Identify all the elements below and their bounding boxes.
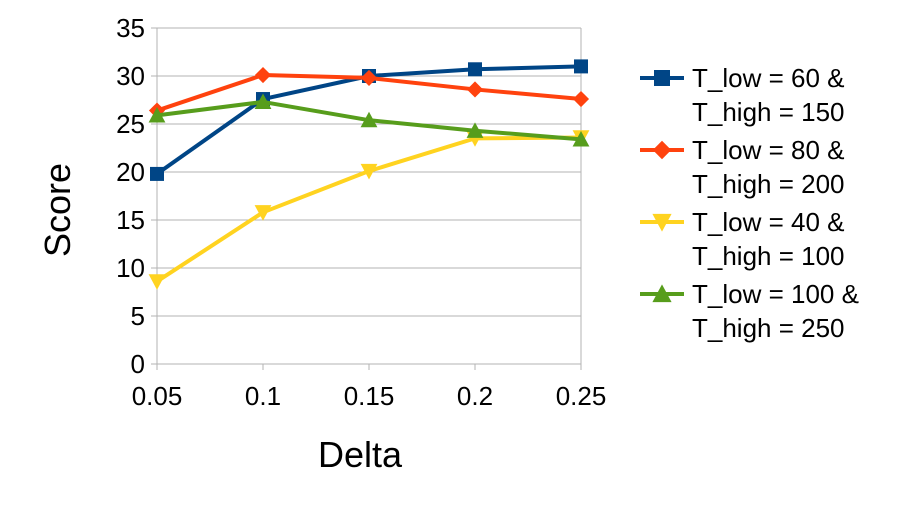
data-point-marker [360,69,378,86]
y-tick-label: 0 [131,349,145,379]
legend-item: T_low = 60 & T_high = 150 [640,63,845,127]
x-tick-label: 0.1 [245,381,281,411]
legend-item: T_low = 80 & T_high = 200 [640,135,845,199]
x-tick-labels: 0.05 0.1 0.15 0.2 0.25 [132,381,607,411]
data-point-marker [254,66,272,84]
y-tick-label: 35 [116,13,145,43]
x-tick-label: 0.15 [344,381,395,411]
legend-label: T_high = 200 [692,169,845,199]
data-point-marker [360,163,378,180]
data-point-marker [574,59,588,74]
series-3 [148,130,590,290]
data-point-marker [150,166,164,181]
data-point-marker [572,90,590,108]
legend-swatch-marker [654,70,670,86]
data-point-marker [466,81,484,98]
series-4 [148,93,590,147]
x-axis-title: Delta [318,434,403,475]
y-tick-labels: 0 5 10 15 20 25 30 35 [116,13,145,379]
data-point-marker [466,122,484,138]
y-tick-label: 10 [116,253,145,283]
data-point-marker [254,93,272,110]
legend-label: T_low = 40 & [692,207,844,237]
legend-item: T_low = 40 & T_high = 100 [640,207,845,271]
data-point-marker [468,62,482,77]
legend-label: T_low = 100 & [692,279,859,309]
legend-label: T_high = 250 [692,313,845,343]
y-tick-label: 30 [116,61,145,91]
axes [151,27,582,370]
x-tick-label: 0.2 [457,381,493,411]
legend-swatch-marker [652,284,672,303]
data-point-marker [572,130,590,147]
data-point-marker [148,106,166,123]
legend-item: T_low = 100 & T_high = 250 [640,279,859,343]
series-2 [148,66,590,119]
series-group [148,59,590,290]
legend-label: T_high = 100 [692,241,845,271]
data-point-marker [360,111,378,128]
y-tick-label: 20 [116,157,145,187]
legend-label: T_low = 80 & [692,135,844,165]
legend-label: T_low = 60 & [692,63,844,93]
x-tick-label: 0.25 [556,381,607,411]
legend-swatch-marker [652,213,672,232]
y-axis-title: Score [37,163,78,257]
y-tick-label: 25 [116,109,145,139]
data-point-marker [148,274,166,290]
legend-swatch-marker [652,140,672,160]
legend-label: T_high = 150 [692,97,845,127]
x-tick-label: 0.05 [132,381,183,411]
series-line [155,135,582,284]
legend: T_low = 60 & T_high = 150 T_low = 80 & T_hi… [640,63,859,343]
y-tick-label: 15 [116,205,145,235]
y-tick-label: 5 [131,301,145,331]
data-point-marker [254,205,272,221]
